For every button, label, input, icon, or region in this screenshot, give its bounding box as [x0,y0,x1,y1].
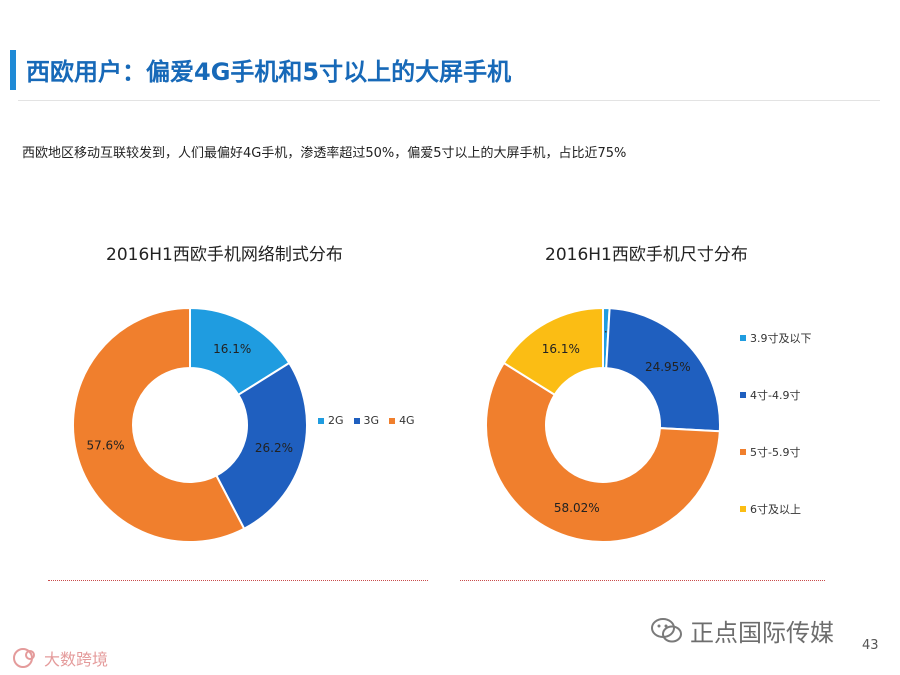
page-title: 西欧用户：偏爱4G手机和5寸以上的大屏手机 [26,58,512,86]
legend-row-size-3: 6寸及以上 [740,501,812,558]
legend-label: 5寸-5.9寸 [750,446,801,459]
legend-swatch [740,335,746,341]
legend-label: 4寸-4.9寸 [750,389,801,402]
legend-swatch [389,417,396,424]
legend-network: 2G 3G 4G [318,414,415,427]
legend-item-network-1: 3G [353,414,380,427]
page-description: 西欧地区移动互联较发到，人们最偏好4G手机，渗透率超过50%，偏爱5寸以上的大屏… [22,146,627,161]
data-label-0-0: 16.1% [213,342,251,356]
data-label-0-2: 57.6% [86,439,124,453]
slice-1-1 [605,307,721,433]
legend-swatch [318,417,324,424]
legend-item-size-3: 6寸及以上 [740,501,801,517]
legend-swatch [740,506,746,512]
legend-swatch [740,392,746,398]
title-divider [18,100,880,101]
legend-row-size-0: 3.9寸及以下 [740,330,812,387]
legend-size: 3.9寸及以下 4寸-4.9寸 5寸-5.9寸 6寸及以上 [740,330,812,558]
watermark: 正点国际传媒 [650,613,834,648]
legend-row-size-2: 5寸-5.9寸 [740,444,812,501]
chart-divider-left [48,580,428,581]
wechat-icon [651,617,682,642]
legend-item-network-0: 2G [318,414,344,427]
legend-label: 6寸及以上 [750,503,801,516]
brand-mark: 大数跨境 [12,646,108,670]
legend-label: 3G [363,414,380,427]
chart-divider-right [460,580,825,581]
legend-item-size-0: 3.9寸及以下 [740,330,812,346]
data-label-1-1: 24.95% [645,360,691,374]
chart-title-size: 2016H1西欧手机尺寸分布 [545,245,748,265]
page-number: 43 [862,638,879,653]
data-label-1-3: 16.1% [542,342,580,356]
slice-1-3 [502,306,604,397]
legend-label: 4G [399,414,415,427]
title-accent-bar [10,50,16,90]
legend-item-size-2: 5寸-5.9寸 [740,444,800,460]
legend-label: 2G [328,414,344,427]
watermark-text: 正点国际传媒 [690,619,834,647]
brand-text: 大数跨境 [44,650,109,669]
slice-0-1 [215,361,308,531]
slice-1-2 [485,361,721,543]
data-label-1-2: 58.02% [554,501,600,515]
legend-swatch [353,417,360,424]
legend-label: 3.9寸及以下 [750,332,812,345]
legend-item-size-1: 4寸-4.9寸 [740,387,800,403]
slice-0-2 [72,306,246,543]
legend-item-network-2: 4G [389,414,415,427]
legend-row-size-1: 4寸-4.9寸 [740,387,812,444]
legend-swatch [740,449,746,455]
brand-logo-icon [13,648,35,668]
data-label-0-1: 26.2% [255,441,293,455]
chart-title-network: 2016H1西欧手机网络制式分布 [106,245,343,265]
